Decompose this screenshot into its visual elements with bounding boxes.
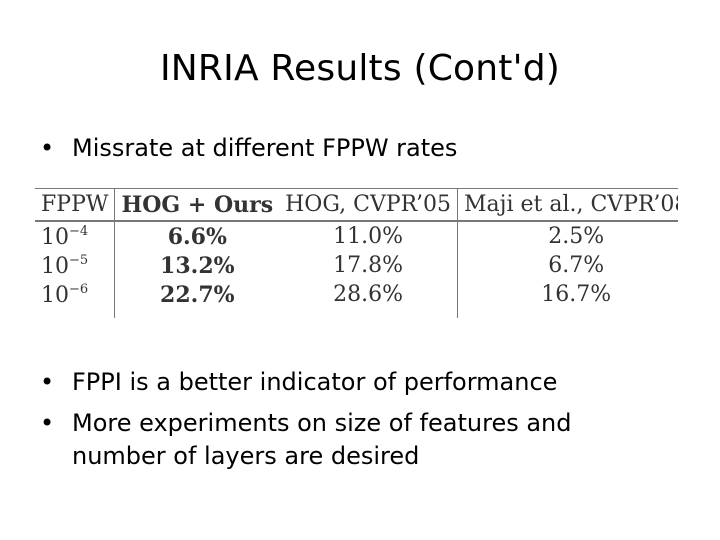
- bullet-dot-icon: •: [40, 368, 55, 396]
- bullet-fppi: • FPPI is a better indicator of performan…: [40, 366, 680, 399]
- cell-fppw: 10−6: [35, 280, 116, 309]
- bullet-text: More experiments on size of features and: [72, 409, 572, 437]
- cell-ours: 13.2%: [160, 252, 235, 279]
- bullet-text: FPPI is a better indicator of performanc…: [72, 368, 558, 396]
- header-maji-cvpr08: Maji et al., CVPR’08: [457, 188, 678, 222]
- table-header-row: FPPW HOG + Ours HOG, CVPR’05 Maji et al.…: [35, 188, 678, 222]
- header-hog-ours: HOG + Ours: [114, 188, 280, 222]
- cell-fppw: 10−5: [35, 251, 116, 280]
- table-row: 10−4 6.6% 11.0% 2.5%: [35, 221, 678, 251]
- bullet-missrate: • Missrate at different FPPW rates: [40, 132, 680, 165]
- results-table-image: FPPW HOG + Ours HOG, CVPR’05 Maji et al.…: [35, 188, 678, 318]
- header-fppw: FPPW: [35, 188, 116, 222]
- bullet-text: Missrate at different FPPW rates: [72, 134, 458, 162]
- table-cut-row: [35, 309, 678, 318]
- cell-ours: 22.7%: [160, 281, 235, 308]
- cell-fppw: 10−4: [35, 221, 116, 251]
- slide-title: INRIA Results (Cont'd): [159, 48, 560, 89]
- bullet-dot-icon: •: [40, 134, 55, 162]
- cell-maji: 2.5%: [548, 224, 605, 249]
- cell-hog: 11.0%: [279, 221, 459, 251]
- cell-maji: 16.7%: [541, 282, 612, 307]
- cell-maji: 6.7%: [548, 253, 605, 278]
- bullet-experiments: • More experiments on size of features an…: [40, 407, 680, 473]
- table-row: 10−6 22.7% 28.6% 16.7%: [35, 280, 678, 309]
- bullet-dot-icon: •: [40, 409, 55, 437]
- cell-hog: 17.8%: [279, 251, 459, 280]
- cell-hog: 28.6%: [279, 280, 459, 309]
- cell-ours: 6.6%: [167, 223, 227, 250]
- bullet-text-continued: number of layers are desired: [72, 442, 420, 470]
- results-table: FPPW HOG + Ours HOG, CVPR’05 Maji et al.…: [35, 188, 678, 318]
- table-row: 10−5 13.2% 17.8% 6.7%: [35, 251, 678, 280]
- header-hog-cvpr05: HOG, CVPR’05: [279, 188, 459, 222]
